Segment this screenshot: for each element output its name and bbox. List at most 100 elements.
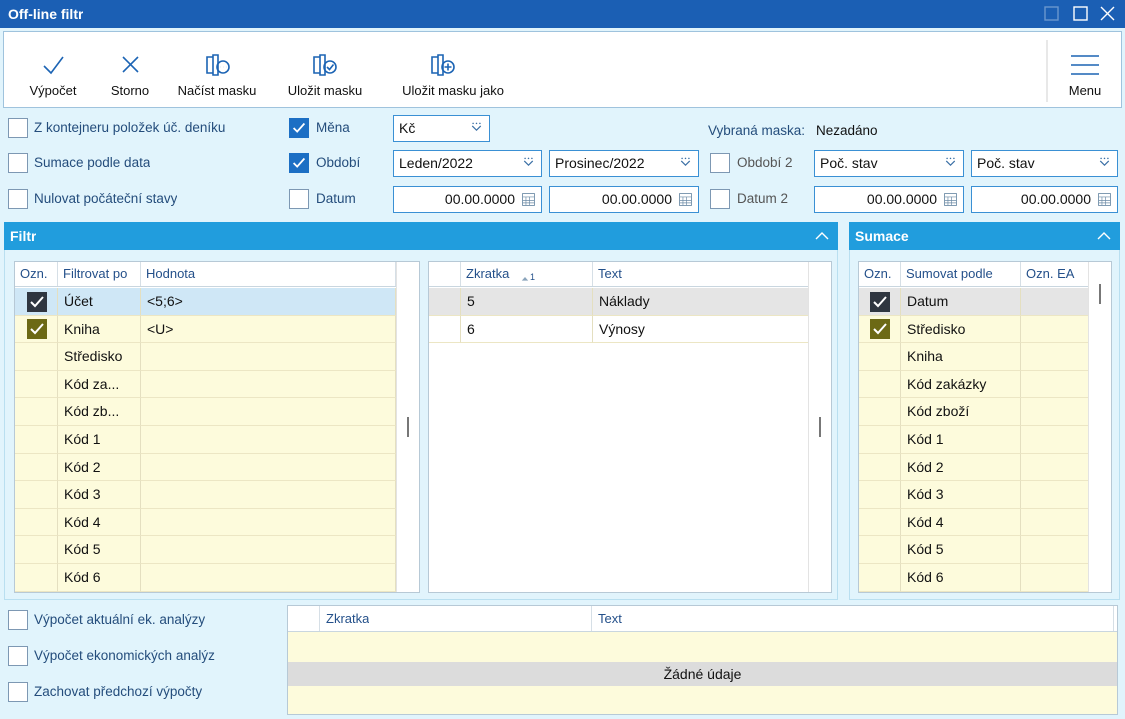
checkbox[interactable] xyxy=(289,118,309,138)
grid-row[interactable]: Středisko xyxy=(15,343,396,371)
grid-row[interactable]: Kód 4 xyxy=(15,508,396,537)
date-field[interactable]: 00.00.0000 xyxy=(393,186,542,213)
column-header[interactable]: Text xyxy=(593,262,809,286)
checkbox[interactable] xyxy=(8,682,28,702)
checkbox-glyph xyxy=(9,647,27,665)
grid-row[interactable]: Středisko xyxy=(859,315,1089,344)
combo-box[interactable]: Poč. stav xyxy=(814,150,964,177)
combo-box[interactable]: Leden/2022 xyxy=(393,150,542,177)
cell-text: 6 xyxy=(467,320,475,337)
column-header[interactable] xyxy=(320,606,592,631)
grid-row[interactable]: Účet <5;6> xyxy=(15,288,396,316)
grid-cell xyxy=(15,564,58,592)
checkbox-glyph xyxy=(9,611,27,629)
grid-row[interactable]: Kód 4 xyxy=(859,508,1089,537)
scroll-thumb[interactable] xyxy=(819,417,821,437)
grid-row[interactable]: Kód 2 xyxy=(859,453,1089,482)
scroll-thumb[interactable] xyxy=(407,417,409,437)
grid-cell: Kód za... xyxy=(58,370,141,399)
column-header[interactable]: Ozn. xyxy=(859,262,901,286)
dropdown-icon-glyph xyxy=(523,157,534,167)
combo-box[interactable]: Poč. stav xyxy=(971,150,1118,177)
collapse-button[interactable] xyxy=(812,226,832,246)
column-header[interactable]: Hodnota xyxy=(141,262,396,286)
cell-text: Kód zboží xyxy=(907,403,970,420)
grid-row[interactable]: Kód 1 xyxy=(859,426,1089,454)
checkbox[interactable] xyxy=(710,189,730,209)
date-field[interactable]: 00.00.0000 xyxy=(971,186,1118,213)
collapse-button[interactable] xyxy=(1094,226,1114,246)
grid-row[interactable]: Kód 2 xyxy=(15,453,396,482)
grid-row[interactable]: Kód zboží xyxy=(859,398,1089,426)
grid-row[interactable]: Kniha xyxy=(859,343,1089,371)
column-header[interactable] xyxy=(592,606,1114,631)
panel-body xyxy=(849,250,1120,600)
window-title: Off-line filtr xyxy=(8,6,84,22)
combo-box[interactable]: Prosinec/2022 xyxy=(549,150,699,177)
grid-row[interactable]: Kód za... xyxy=(15,370,396,399)
dropdown-icon-glyph xyxy=(1099,157,1110,167)
toolbar xyxy=(3,31,1122,108)
checkbox[interactable] xyxy=(289,189,309,209)
grid-row[interactable]: Kód 6 xyxy=(15,564,396,592)
checkbox[interactable] xyxy=(8,189,28,209)
checkbox[interactable] xyxy=(710,153,730,173)
grid-row[interactable]: Datum xyxy=(859,288,1089,316)
grid-row[interactable]: 6 Výnosy xyxy=(429,315,809,344)
calendar-icon-glyph xyxy=(1098,193,1111,206)
column-header[interactable]: Sumovat podle xyxy=(901,262,1021,286)
checkbox[interactable] xyxy=(289,153,309,173)
menu-button-label[interactable]: Menu xyxy=(1068,83,1102,98)
column-header-text: Text xyxy=(598,266,622,281)
grid-row[interactable]: Kód 3 xyxy=(15,481,396,509)
scrollbar[interactable] xyxy=(1088,262,1111,592)
dropdown-icon xyxy=(520,155,537,172)
grid-row[interactable]: Kód 5 xyxy=(15,536,396,564)
checkbox[interactable] xyxy=(8,118,28,138)
option-label: Měna xyxy=(316,120,350,135)
option-label: Výpočet aktuální ek. analýzy xyxy=(34,612,206,627)
grid-cell: Kód 2 xyxy=(58,453,141,482)
date-field[interactable]: 00.00.0000 xyxy=(549,186,699,213)
grid-cell: 5 xyxy=(461,288,593,316)
column-header-text: Ozn. EA xyxy=(1026,266,1075,281)
toolbar-button-label: Uložit masku xyxy=(287,83,363,98)
field-value: 00.00.0000 xyxy=(1020,191,1091,207)
option-label: Datum xyxy=(316,191,356,206)
row-checkbox[interactable] xyxy=(26,319,47,340)
grid-cell xyxy=(859,564,901,592)
grid-row[interactable]: 5 Náklady xyxy=(429,288,809,316)
row-checkbox[interactable] xyxy=(26,291,47,312)
checkbox[interactable] xyxy=(8,610,28,630)
grid-cell xyxy=(15,481,58,509)
column-header xyxy=(429,262,461,286)
combo-box[interactable]: Kč xyxy=(393,115,490,142)
grid-row[interactable]: Kód 1 xyxy=(15,426,396,454)
column-header[interactable]: Ozn. xyxy=(15,262,58,286)
column-header[interactable]: Filtrovat po xyxy=(58,262,141,286)
empty-row xyxy=(288,662,1117,686)
grid-row[interactable]: Kniha <U> xyxy=(15,315,396,344)
grid-row[interactable]: Kód 6 xyxy=(859,564,1089,592)
collapse-button-glyph xyxy=(815,232,829,240)
cell-text: Kód 1 xyxy=(907,431,944,447)
column-header-text: Filtrovat po xyxy=(63,266,128,281)
grid-row[interactable]: Kód 5 xyxy=(859,536,1089,564)
cell-text: 5 xyxy=(467,293,475,309)
toolbar-button-label: Načíst masku xyxy=(177,83,257,98)
row-checkbox[interactable] xyxy=(870,319,890,340)
column-header[interactable]: Ozn. EA xyxy=(1021,262,1089,286)
checkbox[interactable] xyxy=(8,153,28,173)
grid-row[interactable]: Kód zb... xyxy=(15,398,396,426)
grid-cell xyxy=(141,508,396,537)
grid-row[interactable]: Kód zakázky xyxy=(859,370,1089,399)
checkbox[interactable] xyxy=(8,646,28,666)
scroll-thumb[interactable] xyxy=(1099,284,1101,304)
cell-text: Kód 1 xyxy=(64,431,101,447)
column-header[interactable]: Zkratka xyxy=(461,262,593,286)
date-field[interactable]: 00.00.0000 xyxy=(814,186,964,213)
row-checkbox[interactable] xyxy=(870,291,890,312)
grid-cell xyxy=(859,508,901,537)
grid-row[interactable]: Kód 3 xyxy=(859,481,1089,509)
grid-cell: Kniha xyxy=(58,315,141,344)
